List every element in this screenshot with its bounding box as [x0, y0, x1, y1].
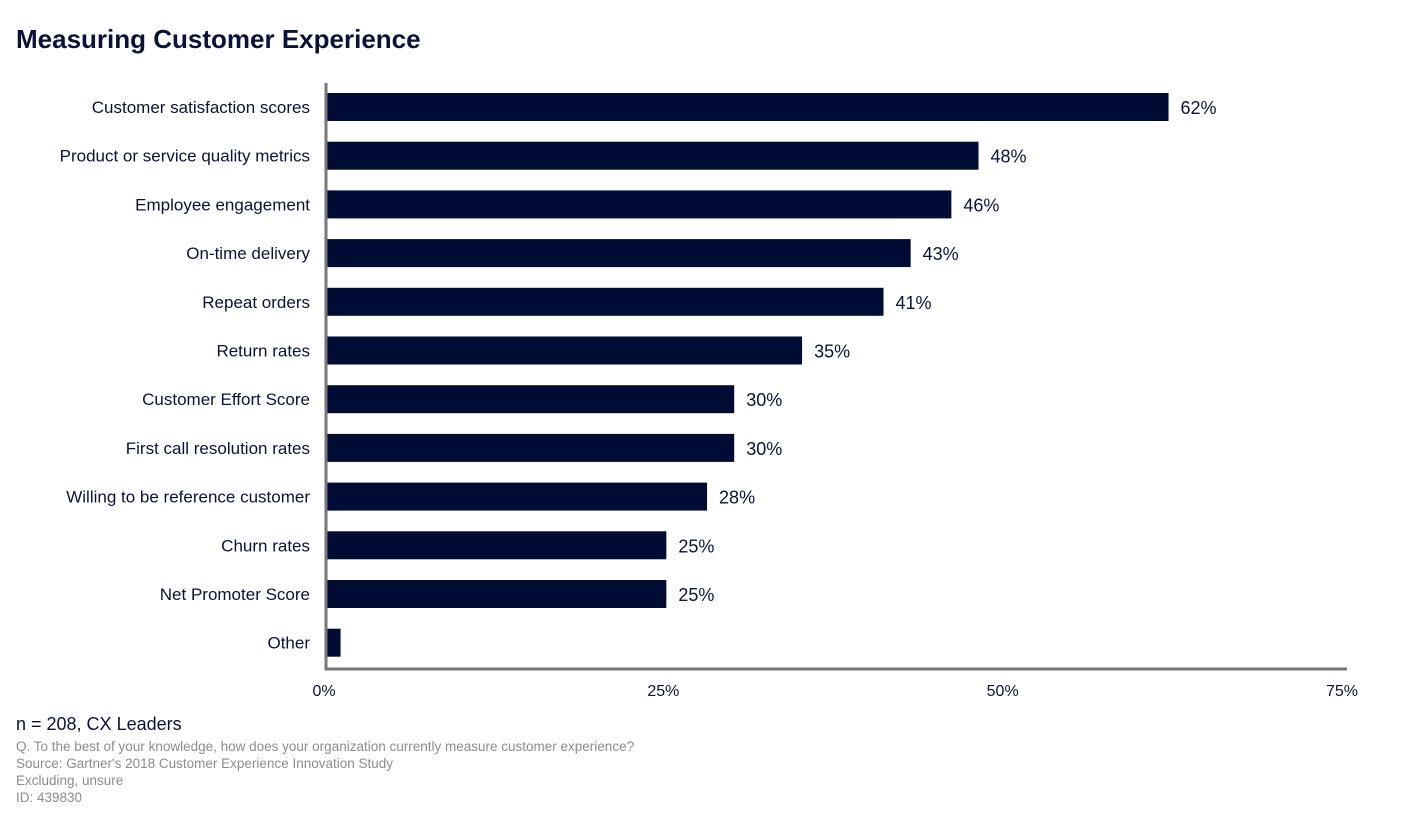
x-tick-label: 75% [1326, 683, 1358, 700]
x-tick-label: 25% [647, 683, 679, 700]
category-label: Customer satisfaction scores [92, 98, 310, 117]
id-note: ID: 439830 [16, 790, 83, 805]
bar [327, 141, 979, 170]
bar [327, 628, 341, 657]
data-label: 25% [678, 536, 714, 556]
x-tick-label: 50% [987, 683, 1019, 700]
category-label: Repeat orders [202, 293, 310, 312]
data-label: 41% [896, 293, 932, 313]
x-tick-label: 0% [312, 683, 335, 700]
data-label: 30% [746, 439, 782, 459]
data-label: 25% [678, 585, 714, 605]
chart-title: Measuring Customer Experience [16, 24, 421, 54]
bar [327, 93, 1169, 121]
bar [327, 287, 884, 316]
data-label: 43% [923, 244, 959, 264]
category-label: First call resolution rates [126, 439, 310, 458]
data-label: 30% [746, 390, 782, 410]
data-label: 48% [991, 147, 1027, 167]
data-label: 62% [1181, 98, 1217, 118]
category-label: Return rates [216, 342, 310, 361]
category-label: Employee engagement [135, 195, 310, 214]
category-label: Other [267, 634, 310, 653]
data-label: 46% [963, 195, 999, 215]
category-label: Willing to be reference customer [66, 488, 310, 507]
bar [327, 531, 667, 560]
sample-note: n = 208, CX Leaders [16, 714, 182, 734]
question-note: Q. To the best of your knowledge, how do… [16, 739, 635, 754]
data-label: 28% [719, 488, 755, 508]
bar [327, 336, 803, 365]
bar [327, 385, 735, 414]
bar [327, 482, 708, 511]
category-label: Churn rates [221, 536, 310, 555]
category-label: On-time delivery [186, 244, 310, 263]
bar [327, 190, 952, 219]
category-label: Net Promoter Score [160, 585, 310, 604]
source-note: Source: Gartner's 2018 Customer Experien… [16, 756, 394, 771]
data-label: 35% [814, 342, 850, 362]
bar [327, 433, 735, 462]
bar [327, 239, 911, 268]
bar [327, 580, 667, 608]
category-label: Product or service quality metrics [60, 147, 310, 166]
excluding-note: Excluding, unsure [16, 773, 124, 788]
category-label: Customer Effort Score [142, 390, 310, 409]
